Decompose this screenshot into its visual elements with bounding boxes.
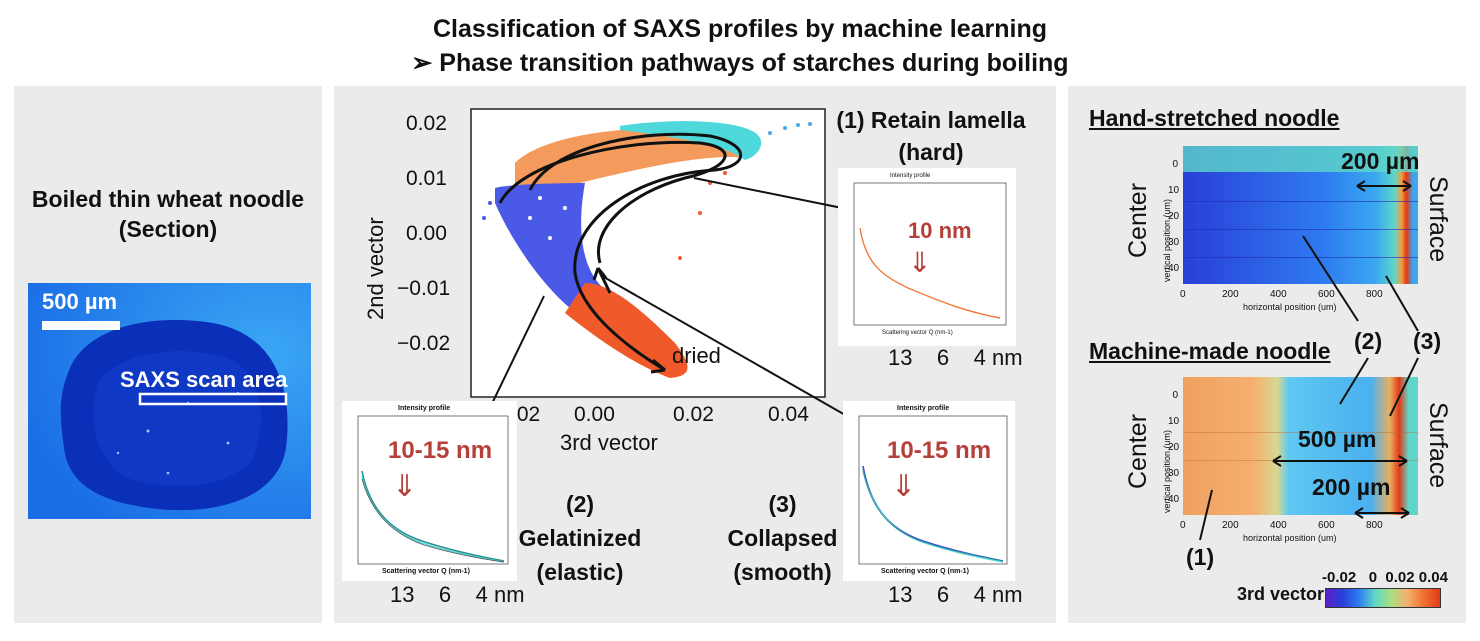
scale-bar: [42, 321, 120, 330]
ytick-4: −0.02: [397, 332, 451, 355]
region-pointers: [1302, 235, 1419, 417]
hand-ytick-0: 0: [1172, 159, 1178, 170]
profile3-card: Intensity profile Scattering vector Q (n…: [843, 401, 1015, 581]
region-label-3: (3): [1413, 328, 1442, 354]
hand-ytick-2: 20: [1168, 211, 1180, 222]
profile1-scale: 13 6 4 nm: [888, 345, 1023, 370]
profile2-xlabel: Scattering vector Q (nm-1): [382, 568, 470, 575]
machine-ytick-0: 0: [1172, 390, 1178, 401]
hand-xtick-2: 400: [1270, 289, 1287, 300]
ytick-3: −0.01: [397, 277, 451, 300]
machine-ytick-1: 10: [1168, 416, 1180, 427]
hand-xlabel: horizontal position (um): [1243, 302, 1337, 312]
machine-xtick-3: 600: [1318, 520, 1335, 531]
profile3-title: Intensity profile: [897, 405, 950, 412]
class1-line1: (1) Retain lamella: [836, 107, 1026, 133]
profile2-scale: 13 6 4 nm: [390, 582, 525, 607]
scatter-xlabel: 3rd vector: [560, 430, 658, 455]
machine-xlabel: horizontal position (um): [1243, 533, 1337, 543]
region-1-pointer: [1199, 489, 1213, 541]
noodle-heading-line2: (Section): [118, 216, 218, 242]
hand-xtick-3: 600: [1318, 289, 1335, 300]
class2-line2: (elastic): [536, 559, 624, 585]
class2-num: (2): [565, 491, 595, 517]
region-label-1: (1): [1186, 544, 1215, 570]
region-label-2: (2): [1354, 328, 1383, 354]
hand-xtick-4: 800: [1366, 289, 1383, 300]
hand-xtick-1: 200: [1222, 289, 1239, 300]
ytick-2: 0.00: [406, 222, 447, 245]
machine-xtick-0: 0: [1180, 520, 1186, 531]
hand-scale-arrow: [1356, 180, 1412, 192]
profile3-arrow: ⇓: [891, 470, 917, 503]
figure-title-line2: ➢ Phase transition pathways of starches …: [411, 49, 1069, 77]
machine-heatmap: [1183, 377, 1418, 515]
class1-label: (1) Retain lamella (hard): [826, 104, 1036, 168]
machine-xtick-2: 400: [1270, 520, 1287, 531]
hand-heatmap: [1183, 146, 1418, 284]
ytick-0: 0.02: [406, 112, 447, 135]
machine-ytick-2: 20: [1168, 442, 1180, 453]
profile3-xlabel: Scattering vector Q (nm-1): [881, 568, 969, 575]
xtick-3: 0.04: [768, 403, 809, 426]
class3-line2: (smooth): [733, 559, 832, 585]
machine-xtick-4: 800: [1366, 520, 1383, 531]
machine-ytick-3: 30: [1168, 468, 1180, 479]
profile1-xlabel: Scattering vector Q (nm-1): [882, 330, 953, 336]
dried-label: dried: [672, 343, 721, 368]
hand-ytick-1: 10: [1168, 185, 1180, 196]
machine-xtick-1: 200: [1222, 520, 1239, 531]
pathway-arrows: [498, 132, 743, 374]
machine-yticks: 0 10 20 30 40: [1168, 383, 1180, 513]
profile2-size-label: 10-15 nm: [388, 437, 493, 464]
scan-area-label: SAXS scan area: [120, 367, 288, 392]
class2-label: (2) Gelatinized (elastic): [505, 487, 655, 589]
profile2-title: Intensity profile: [398, 405, 451, 412]
profile2-arrow: ⇓: [392, 470, 418, 503]
noodle-heading: Boiled thin wheat noodle (Section): [14, 184, 322, 244]
machine-scale1-label: 500 µm: [1298, 426, 1377, 452]
xtick-2: 0.02: [673, 403, 714, 426]
colorbar: [1325, 588, 1441, 608]
profile1-card: Intensity profile Scattering vector Q (n…: [838, 168, 1016, 346]
colorbar-label: 3rd vector: [1237, 584, 1325, 604]
hand-xtick-0: 0: [1180, 289, 1186, 300]
noodle-micrograph: [28, 283, 311, 519]
machine-title: Machine-made noodle: [1089, 338, 1331, 364]
hand-ytick-4: 40: [1168, 263, 1180, 274]
class1-line2: (hard): [898, 139, 964, 165]
scale-bar-label: 500 µm: [42, 289, 118, 314]
hand-ytick-3: 30: [1168, 237, 1180, 248]
profile2-card: Intensity profile Scattering vector Q (n…: [342, 401, 517, 581]
profile1-arrow: ⇓: [908, 247, 932, 278]
profile3-scale: 13 6 4 nm: [888, 582, 1023, 607]
profile1-title: Intensity profile: [890, 173, 931, 179]
figure-title-line1: Classification of SAXS profiles by machi…: [432, 15, 1048, 43]
profile1-size-label: 10 nm: [908, 218, 972, 243]
machine-scale2-label: 200 µm: [1312, 474, 1391, 500]
class3-line1: Collapsed: [727, 525, 838, 551]
class3-num: (3): [768, 491, 797, 517]
scan-area-box: [138, 392, 288, 406]
hand-yticks: 0 10 20 30 40: [1168, 152, 1180, 282]
xtick-0: .02: [511, 403, 541, 426]
machine-scale1-arrow: [1272, 455, 1408, 467]
connector-lines: [485, 177, 855, 421]
machine-ytick-4: 40: [1168, 494, 1180, 505]
xtick-1: 0.00: [574, 403, 615, 426]
scatter-plot: [470, 108, 826, 398]
class2-line1: Gelatinized: [518, 525, 642, 551]
ytick-1: 0.01: [406, 167, 447, 190]
profile3-size-label: 10-15 nm: [887, 437, 992, 464]
class3-label: (3) Collapsed (smooth): [715, 487, 850, 589]
colorbar-ticks: -0.02 0 0.02 0.04: [1322, 569, 1448, 586]
noodle-heading-line1: Boiled thin wheat noodle: [31, 186, 305, 212]
hand-title: Hand-stretched noodle: [1089, 105, 1340, 131]
machine-scale2-arrow: [1354, 507, 1410, 519]
hand-scale-label: 200 µm: [1341, 148, 1420, 174]
